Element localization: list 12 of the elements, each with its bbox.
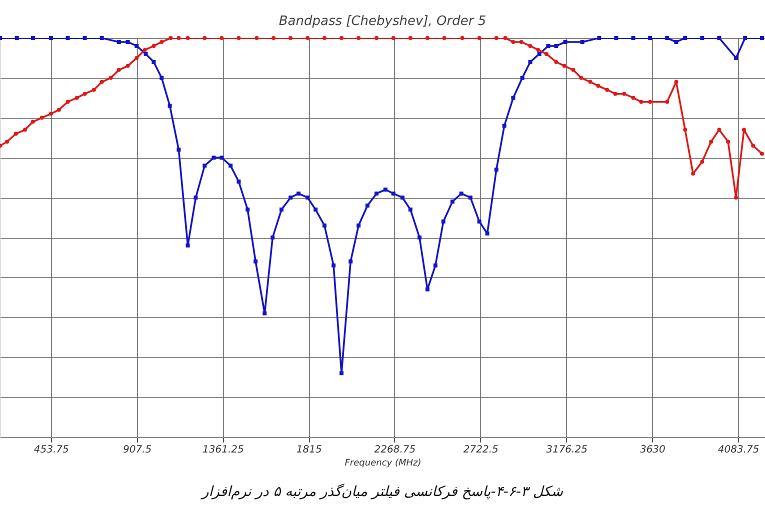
x-tick-label: 2722.5 xyxy=(463,444,498,456)
x-tick-label: 907.5 xyxy=(122,444,152,456)
x-tick-label: 2268.75 xyxy=(374,444,416,456)
x-tick-label: 453.75 xyxy=(34,444,69,456)
chart-title: Bandpass [Chebyshev], Order 5 xyxy=(278,14,486,29)
text: شکل ۳-۶-۴-پاسخ فرکانسی فیلتر میان‌گذر مرتبه ۵ در نرم‌افزار xyxy=(200,483,564,500)
x-tick-label: 1815 xyxy=(296,444,322,456)
x-tick-label: 1361.25 xyxy=(202,444,244,456)
x-tick-label: 3176.25 xyxy=(546,444,588,456)
x-tick-label: 3630 xyxy=(640,444,666,456)
x-axis-title: Frequency (MHz) xyxy=(344,458,422,468)
x-tick-label: 4083.75 xyxy=(718,444,760,456)
